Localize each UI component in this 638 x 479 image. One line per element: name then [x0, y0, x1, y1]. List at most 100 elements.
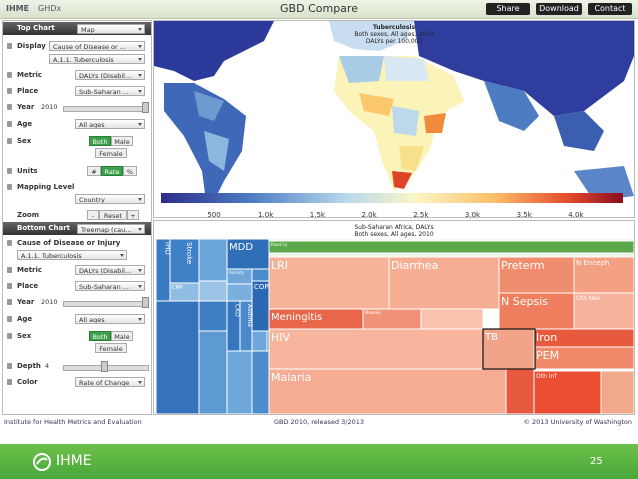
toggle[interactable]: Male — [111, 331, 133, 341]
lock-icon[interactable] — [7, 88, 12, 94]
button[interactable]: Contact — [588, 3, 632, 15]
cell-label: CMP — [172, 285, 183, 291]
cell-label: Oth Inf — [536, 373, 557, 380]
select[interactable]: Country — [75, 194, 145, 204]
cell — [388, 256, 500, 310]
lock-icon[interactable] — [7, 240, 12, 246]
slider-knob[interactable] — [142, 102, 149, 113]
select[interactable]: A.1.1. Tuberculosis — [17, 250, 127, 260]
region — [484, 81, 539, 131]
lock-icon[interactable] — [7, 184, 12, 190]
label: Units — [17, 167, 38, 175]
brand-sub[interactable]: GHDx — [38, 4, 62, 13]
slider-knob[interactable] — [101, 361, 108, 372]
logo-text: IHME — [56, 453, 92, 469]
legend-label: 4.0k — [568, 211, 584, 218]
zoom-button[interactable]: - — [87, 210, 99, 220]
map-units: DALYs per 100,000 — [365, 38, 423, 45]
color-scale — [161, 193, 623, 203]
select[interactable]: All ages — [75, 314, 145, 324]
region — [329, 21, 414, 51]
brand[interactable]: IHME — [6, 4, 30, 13]
chart-type-select[interactable]: Treemap (cau... — [77, 224, 145, 234]
cell-label: TB — [484, 332, 498, 343]
select[interactable]: Sub-Saharan ... — [75, 281, 145, 291]
cell — [268, 328, 484, 370]
region — [164, 83, 246, 201]
lock-icon[interactable] — [7, 121, 12, 127]
lock-icon[interactable] — [7, 283, 12, 289]
label: Metric — [17, 71, 43, 79]
toggle[interactable]: % — [123, 166, 137, 176]
zoom-button[interactable]: Reset — [99, 210, 127, 220]
toggle[interactable]: Both — [89, 136, 111, 146]
toggle[interactable]: Female — [95, 148, 127, 158]
lock-icon[interactable] — [7, 43, 12, 49]
label: Zoom — [17, 211, 39, 219]
cell-label: Diarrhea — [391, 259, 438, 272]
cell — [533, 346, 634, 370]
footer-left: Institute for Health Metrics and Evaluat… — [4, 418, 142, 426]
lock-icon[interactable] — [7, 104, 12, 110]
select[interactable]: DALYs (Disabil... — [75, 70, 145, 80]
lock-icon[interactable] — [7, 138, 12, 144]
cell — [533, 370, 602, 414]
lock-icon[interactable] — [7, 379, 12, 385]
label: Color — [17, 378, 38, 386]
toggle[interactable]: Both — [89, 331, 111, 341]
toggle[interactable]: # — [87, 166, 101, 176]
cell — [268, 240, 634, 254]
cell-label: N Sepsis — [501, 295, 548, 308]
button[interactable]: Download — [536, 3, 582, 15]
region — [359, 93, 394, 116]
label: Age — [17, 315, 33, 323]
select[interactable]: Cause of Disease or ... — [49, 41, 145, 51]
lock-icon[interactable] — [7, 363, 12, 369]
chart-type-select[interactable]: Map — [77, 24, 145, 34]
region — [424, 113, 446, 133]
label: Age — [17, 120, 33, 128]
button[interactable]: Share — [486, 3, 530, 15]
slider-knob[interactable] — [142, 297, 149, 308]
treemap-title: Sub-Saharan Africa, DALYs — [354, 224, 434, 231]
region — [392, 171, 412, 189]
legend-label: 1.0k — [258, 211, 274, 218]
lock-icon[interactable] — [7, 299, 12, 305]
select[interactable]: A.1.1. Tuberculosis — [49, 54, 145, 64]
year-value: 2010 — [41, 298, 58, 306]
cell-label: COPD — [254, 283, 274, 291]
toggle[interactable]: Rate — [101, 166, 123, 176]
select[interactable]: All ages — [75, 119, 145, 129]
section-title: Top Chart — [17, 24, 55, 32]
footer-center: GBD 2010, released 3/2013 — [273, 418, 364, 426]
cell-label: Preterm — [501, 259, 545, 272]
zoom-button[interactable]: + — [127, 210, 139, 220]
cell-label: CKD — [234, 304, 241, 317]
lock-icon[interactable] — [7, 316, 12, 322]
cell — [600, 370, 634, 414]
lock-icon[interactable] — [7, 333, 12, 339]
cell-label: Iron — [536, 331, 557, 344]
label: Sex — [17, 332, 32, 340]
label: Metric — [17, 266, 43, 274]
cell-label: Stroke — [185, 242, 193, 264]
select[interactable]: Sub-Saharan ... — [75, 86, 145, 96]
cell — [268, 256, 390, 310]
toggle[interactable]: Female — [95, 343, 127, 353]
top-bar: IHME GHDx GBD Compare Share Download Con… — [0, 0, 638, 19]
label: Place — [17, 282, 39, 290]
cell-label: PEM — [536, 349, 559, 362]
lock-icon[interactable] — [7, 168, 12, 174]
map-title: Tuberculosis — [372, 24, 416, 31]
toggle[interactable]: Male — [111, 136, 133, 146]
select[interactable]: Rate of Change — [75, 377, 145, 387]
year-slider[interactable] — [63, 301, 149, 307]
legend-labels: 500 1.0k 1.5k 2.0k 2.5k 3.0k 3.5k 4.0k — [162, 211, 624, 218]
region — [392, 106, 419, 136]
lock-icon[interactable] — [7, 72, 12, 78]
cell-label: LRI — [271, 259, 288, 272]
lock-icon[interactable] — [7, 267, 12, 273]
region — [154, 21, 274, 81]
select[interactable]: DALYs (Disabil... — [75, 265, 145, 275]
year-slider[interactable] — [63, 106, 149, 112]
